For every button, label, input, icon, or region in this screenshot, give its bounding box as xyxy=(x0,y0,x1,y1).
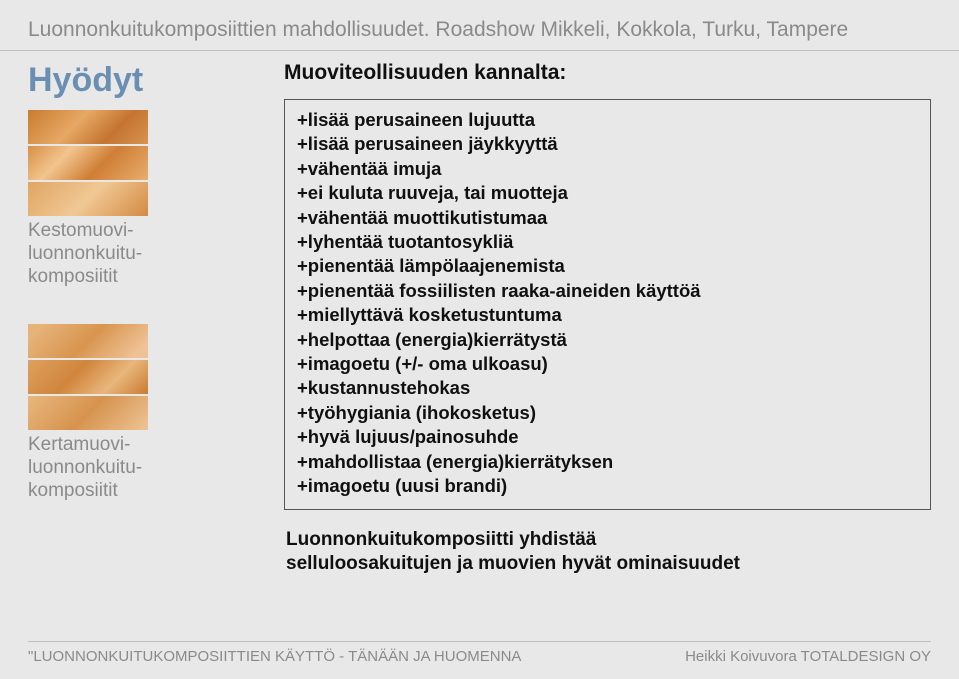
texture-thumb xyxy=(28,182,148,216)
footer-left: "LUONNONKUITUKOMPOSIITTIEN KÄYTTÖ - TÄNÄ… xyxy=(28,648,521,665)
benefit-box: +lisää perusaineen lujuutta +lisää perus… xyxy=(284,99,931,510)
texture-thumb xyxy=(28,110,148,144)
summary-line: Luonnonkuitukomposiitti yhdistää xyxy=(286,528,931,553)
benefit-item: +kustannustehokas xyxy=(297,376,918,400)
footer-right: Heikki Koivuvora TOTALDESIGN OY xyxy=(685,648,931,665)
benefit-item: +imagoetu (+/- oma ulkoasu) xyxy=(297,352,918,376)
benefit-item: +työhygiania (ihokosketus) xyxy=(297,401,918,425)
texture-thumb xyxy=(28,324,148,358)
section-title: Hyödyt xyxy=(28,61,268,100)
slide-header: Luonnonkuitukomposiittien mahdollisuudet… xyxy=(0,0,959,51)
benefit-item: +lisää perusaineen jäykkyyttä xyxy=(297,132,918,156)
label-line: komposiitit xyxy=(28,266,118,287)
thumb-group-1: Kestomuovi- luonnonkuitu- komposiitit xyxy=(28,110,268,288)
benefit-item: +vähentää muottikutistumaa xyxy=(297,206,918,230)
benefit-item: +pienentää lämpölaajenemista xyxy=(297,254,918,278)
label-line: luonnonkuitu- xyxy=(28,243,142,264)
thumb-stack-1 xyxy=(28,110,268,216)
texture-thumb xyxy=(28,396,148,430)
benefit-item: +miellyttävä kosketustuntuma xyxy=(297,303,918,327)
label-line: Kestomuovi- xyxy=(28,220,134,241)
summary-line: selluloosakuitujen ja muovien hyvät omin… xyxy=(286,552,931,577)
benefit-item: +imagoetu (uusi brandi) xyxy=(297,474,918,498)
label-line: luonnonkuitu- xyxy=(28,457,142,478)
summary-block: Luonnonkuitukomposiitti yhdistää sellulo… xyxy=(284,528,931,577)
label-line: Kertamuovi- xyxy=(28,434,130,455)
benefit-item: +lyhentää tuotantosykliä xyxy=(297,230,918,254)
benefit-item: +vähentää imuja xyxy=(297,157,918,181)
texture-thumb xyxy=(28,360,148,394)
benefit-item: +pienentää fossiilisten raaka-aineiden k… xyxy=(297,279,918,303)
right-column: Muoviteollisuuden kannalta: +lisää perus… xyxy=(268,61,931,577)
label-line: komposiitit xyxy=(28,480,118,501)
panel-heading: Muoviteollisuuden kannalta: xyxy=(284,61,931,85)
thumb-label-2: Kertamuovi- luonnonkuitu- komposiitit xyxy=(28,434,268,502)
main-content: Hyödyt Kestomuovi- luonnonkuitu- komposi… xyxy=(0,51,959,577)
texture-thumb xyxy=(28,146,148,180)
slide-footer: "LUONNONKUITUKOMPOSIITTIEN KÄYTTÖ - TÄNÄ… xyxy=(28,641,931,665)
thumb-label-1: Kestomuovi- luonnonkuitu- komposiitit xyxy=(28,220,268,288)
benefit-item: +hyvä lujuus/painosuhde xyxy=(297,425,918,449)
left-column: Hyödyt Kestomuovi- luonnonkuitu- komposi… xyxy=(28,61,268,577)
benefit-item: +helpottaa (energia)kierrätystä xyxy=(297,328,918,352)
benefit-item: +ei kuluta ruuveja, tai muotteja xyxy=(297,181,918,205)
benefit-item: +lisää perusaineen lujuutta xyxy=(297,108,918,132)
benefit-item: +mahdollistaa (energia)kierrätyksen xyxy=(297,450,918,474)
header-text: Luonnonkuitukomposiittien mahdollisuudet… xyxy=(28,18,848,41)
thumb-stack-2 xyxy=(28,324,268,430)
thumb-group-2: Kertamuovi- luonnonkuitu- komposiitit xyxy=(28,324,268,502)
